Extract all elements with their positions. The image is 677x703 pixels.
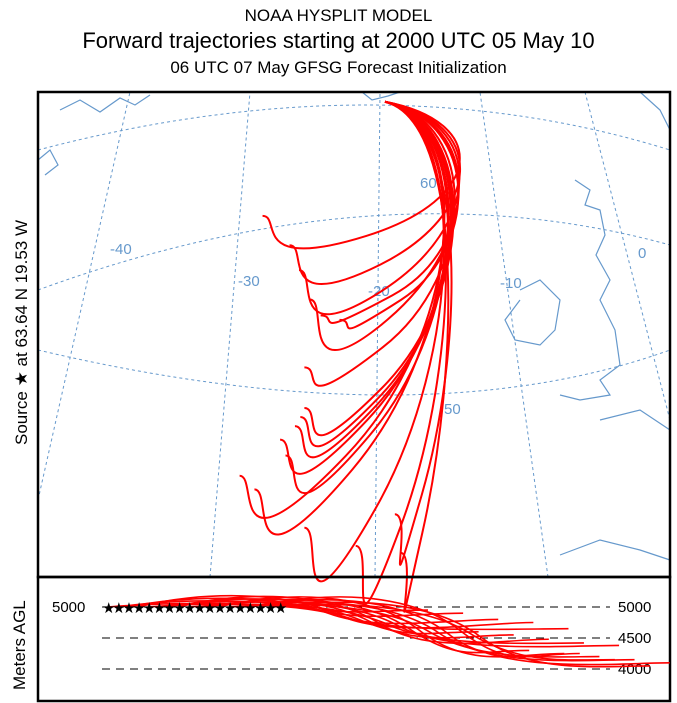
height-tick-right-4500: 4500 xyxy=(618,630,651,647)
lat-line-70 xyxy=(37,104,671,151)
source-star-icon: ★ xyxy=(183,600,196,617)
trajectory-height-path xyxy=(198,601,620,648)
source-star-icon: ★ xyxy=(163,600,176,617)
source-star-icon: ★ xyxy=(254,600,267,617)
trajectory-path xyxy=(384,100,453,566)
lon-line-20b xyxy=(374,91,381,578)
trajectory-height-path xyxy=(259,596,580,658)
scotland-coast xyxy=(559,179,621,401)
lat-line-60 xyxy=(37,213,671,291)
trajectory-path xyxy=(294,100,452,459)
source-star-icon: ★ xyxy=(173,600,186,617)
trajectory-height-path xyxy=(279,601,651,668)
trajectory-path xyxy=(285,100,449,494)
trajectory-height-path xyxy=(229,603,600,658)
source-star-icon: ★ xyxy=(234,600,247,617)
source-star-icon: ★ xyxy=(112,600,125,617)
model-name: NOAA HYSPLIT MODEL xyxy=(244,6,433,25)
trajectory-height-path xyxy=(249,598,670,666)
source-label: Source ★ at 63.64 N 19.53 W xyxy=(12,219,31,445)
trajectory-path xyxy=(239,100,446,519)
chart-title: Forward trajectories starting at 2000 UT… xyxy=(82,28,595,53)
height-tick-right-5000: 5000 xyxy=(618,599,651,616)
trajectory-height-path xyxy=(158,600,479,635)
trajectory-path xyxy=(304,100,456,387)
vertical-frame xyxy=(36,575,672,703)
trajectory-path xyxy=(304,100,455,437)
source-star-icon: ★ xyxy=(213,600,226,617)
source-star-icon: ★ xyxy=(102,600,115,617)
graticule xyxy=(37,91,671,578)
trajectory-path xyxy=(300,100,454,448)
trajectory-path xyxy=(262,100,461,250)
source-star-icon: ★ xyxy=(274,600,287,617)
source-star-icon: ★ xyxy=(193,600,206,617)
lon-label-10: -10 xyxy=(500,275,522,292)
ireland-coast xyxy=(504,279,561,346)
trajectory-height-path xyxy=(239,601,635,662)
trajectory-path xyxy=(384,100,450,613)
lon-line-0 xyxy=(584,91,671,421)
source-stars: ★★★★★★★★★★★★★★★★★★ xyxy=(102,600,287,617)
lon-line-20 xyxy=(209,91,251,578)
trajectory-height-path xyxy=(188,603,584,645)
map-frame xyxy=(36,90,672,579)
trajectory-lines-vertical xyxy=(107,594,670,668)
iceland-coast xyxy=(361,91,401,101)
trajectory-path xyxy=(279,100,450,475)
lat-label-60: 60 xyxy=(420,175,437,192)
source-star-icon: ★ xyxy=(122,600,135,617)
height-tick-left-5000: 5000 xyxy=(52,599,85,616)
coastlines xyxy=(37,91,671,561)
trajectory-height-path xyxy=(269,603,615,661)
source-star-icon: ★ xyxy=(153,600,166,617)
lon-label-0: 0 xyxy=(638,245,646,262)
lon-line-10 xyxy=(479,91,549,578)
trajectory-height-path xyxy=(168,598,514,639)
norway-coast xyxy=(639,91,671,131)
trajectory-path xyxy=(289,100,462,286)
source-star-icon: ★ xyxy=(132,600,145,617)
source-star-icon: ★ xyxy=(142,600,155,617)
vertical-axis-label: Meters AGL xyxy=(10,600,29,690)
trajectory-height-path xyxy=(148,603,569,631)
source-star-icon: ★ xyxy=(244,600,257,617)
source-star-icon: ★ xyxy=(203,600,216,617)
forecast-subtitle: 06 UTC 07 May GFSG Forecast Initializati… xyxy=(170,58,507,77)
lon-label-40: -40 xyxy=(110,241,132,258)
greenland-coast xyxy=(37,94,151,176)
france-coast xyxy=(559,409,671,561)
lat-label-50: 50 xyxy=(444,401,461,418)
lon-label-30: -30 xyxy=(238,273,260,290)
source-star-icon: ★ xyxy=(223,600,236,617)
lon-line-30 xyxy=(37,91,131,501)
source-star-icon: ★ xyxy=(264,600,277,617)
trajectory-path xyxy=(339,100,460,330)
lat-line-50 xyxy=(37,349,671,396)
trajectory-path xyxy=(298,100,461,316)
trajectory-lines-map xyxy=(239,100,462,613)
